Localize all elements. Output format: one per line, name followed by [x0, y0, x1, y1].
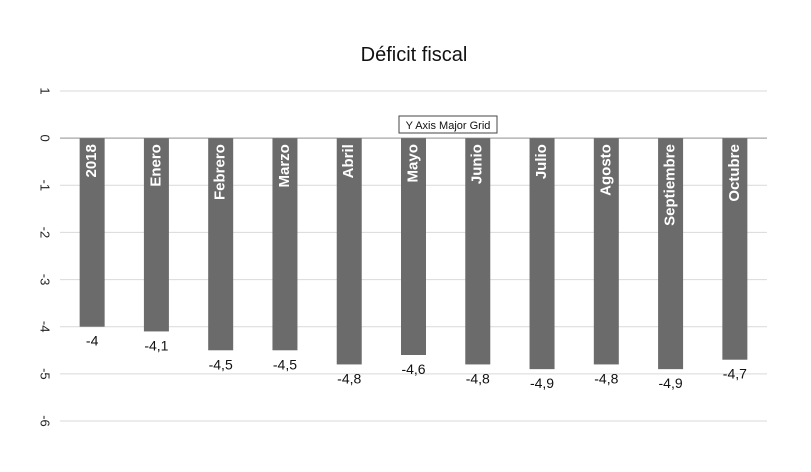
category-labels: 2018 Enero Febrero Marzo Abril Mayo Junio Julio… [83, 144, 743, 226]
category-label: Mayo [404, 144, 421, 182]
y-tick-label: -1 [38, 180, 53, 192]
data-label: -4,5 [209, 356, 233, 372]
data-label: -4,5 [273, 356, 297, 372]
data-label: -4,9 [659, 375, 683, 391]
bar [529, 138, 555, 370]
y-tick-label: 0 [38, 135, 53, 142]
y-axis-ticks: 1 0 -1 -2 -3 -4 -5 -6 [38, 87, 53, 426]
data-label: -4,8 [337, 370, 361, 386]
y-tick-label: -2 [38, 227, 53, 239]
data-label: -4,9 [530, 375, 554, 391]
data-label: -4,8 [466, 370, 490, 386]
data-labels: -4 -4,1 -4,5 -4,5 -4,8 -4,6 -4,8 -4,9 -4,8 -4,9 -4… [86, 333, 747, 391]
category-label: Abril [340, 144, 357, 178]
category-label: Febrero [212, 144, 229, 200]
y-tick-label: -4 [38, 321, 53, 333]
category-label: Julio [533, 144, 550, 179]
y-tick-label: 1 [38, 87, 53, 94]
bar [143, 138, 169, 332]
category-label: Enero [147, 144, 164, 187]
bar [272, 138, 298, 351]
data-label: -4,7 [723, 366, 747, 382]
bar [722, 138, 748, 360]
bar [593, 138, 619, 365]
data-label: -4 [86, 333, 99, 349]
bar [208, 138, 234, 351]
bar [658, 138, 684, 370]
bar [336, 138, 362, 365]
category-label: Agosto [597, 144, 614, 196]
tooltip-box [398, 115, 498, 134]
category-label: 2018 [83, 144, 100, 177]
grid-tooltip: Y Axis Major Grid [398, 115, 498, 134]
category-label: Marzo [276, 144, 293, 187]
bar [79, 138, 105, 327]
category-label: Octubre [726, 144, 743, 202]
category-label: Junio [469, 144, 486, 184]
y-tick-label: -3 [38, 274, 53, 286]
bar [401, 138, 426, 355]
data-label: -4,1 [144, 337, 168, 353]
y-tick-label: -6 [38, 415, 53, 427]
bar [465, 138, 491, 365]
data-label: -4,8 [594, 370, 618, 386]
tooltip-text: Y Axis Major Grid [406, 120, 491, 132]
bars [79, 138, 748, 370]
chart-title: Déficit fiscal [361, 44, 468, 66]
category-label: Septiembre [662, 144, 679, 226]
y-tick-label: -5 [38, 368, 53, 380]
data-label: -4,6 [401, 361, 425, 377]
